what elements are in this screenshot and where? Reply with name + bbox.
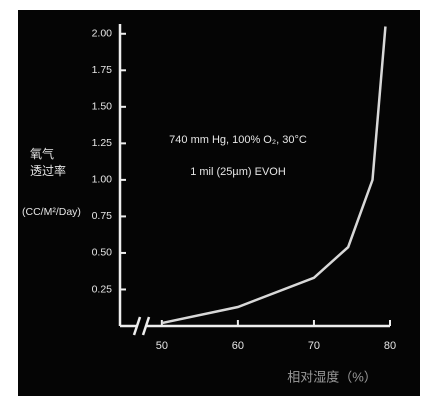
y-axis-label: (CC/M²/Day)	[22, 206, 81, 218]
annotation: 1 mil (25µm) EVOH	[190, 166, 286, 178]
y-axis-label: 透过率	[30, 163, 66, 178]
data-line	[161, 26, 387, 325]
axis-break	[141, 316, 151, 336]
annotation: 740 mm Hg, 100% O₂, 30°C	[169, 134, 307, 146]
axis-break	[132, 316, 142, 336]
y-axis-label: 氧气	[30, 146, 54, 161]
y-tick-label: 0.75	[92, 210, 113, 222]
background	[18, 10, 420, 396]
axis-break-gap	[137, 316, 147, 336]
y-tick-label: 1.00	[92, 174, 113, 186]
x-tick-label: 60	[232, 340, 244, 352]
y-tick-label: 2.00	[92, 28, 113, 40]
y-tick-label: 1.50	[92, 101, 113, 113]
y-tick-label: 1.25	[92, 137, 113, 149]
y-tick-label: 1.75	[92, 64, 113, 76]
x-axis-label: 相对湿度（%）	[287, 369, 377, 384]
y-tick-label: 0.50	[92, 247, 113, 259]
x-tick-label: 70	[308, 340, 320, 352]
x-tick-label: 80	[384, 340, 396, 352]
x-tick-label: 50	[156, 340, 168, 352]
y-tick-label: 0.25	[92, 283, 113, 295]
